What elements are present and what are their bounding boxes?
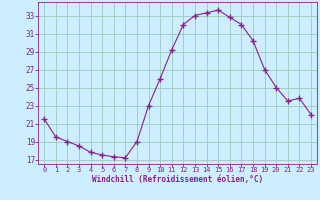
X-axis label: Windchill (Refroidissement éolien,°C): Windchill (Refroidissement éolien,°C) [92, 175, 263, 184]
